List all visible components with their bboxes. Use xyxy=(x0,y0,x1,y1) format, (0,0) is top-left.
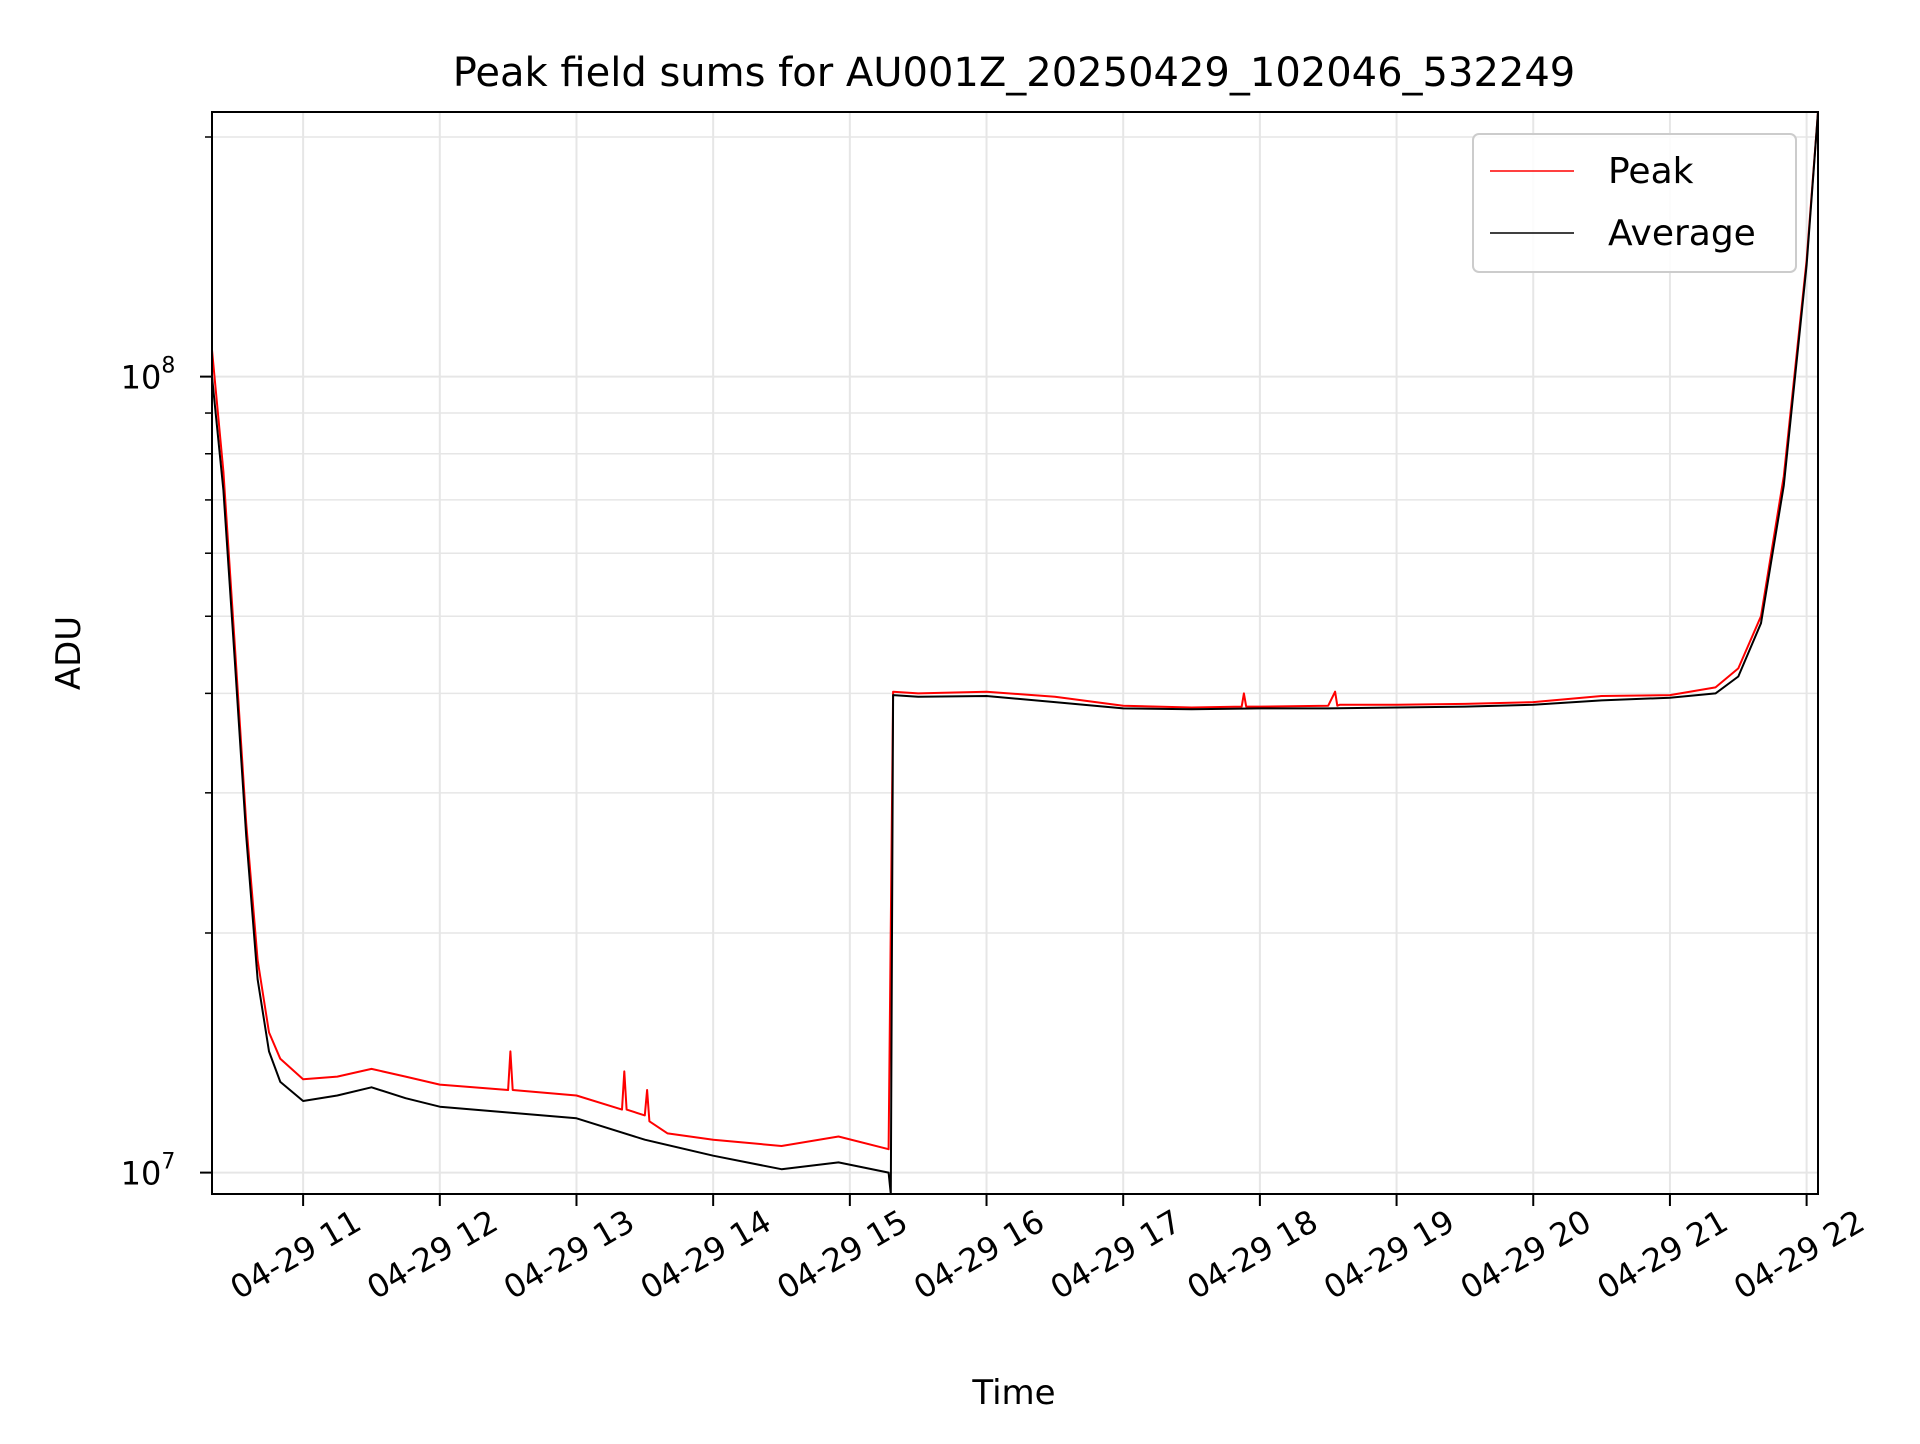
x-axis-label: Time xyxy=(971,1373,1055,1413)
legend-box xyxy=(1472,133,1797,273)
y-tick-label-base: 10 xyxy=(121,359,162,397)
grid xyxy=(212,112,1818,1194)
y-axis-label: ADU xyxy=(49,616,89,690)
legend-peak-label: Peak xyxy=(1608,151,1694,192)
plot-frame xyxy=(211,111,1819,1195)
y-tick-label: 107 xyxy=(121,1150,176,1193)
y-tick-label-base: 10 xyxy=(121,1155,162,1193)
y-tick-label-exponent: 7 xyxy=(161,1150,175,1175)
legend: Peak Average xyxy=(1472,133,1797,273)
legend-average-label: Average xyxy=(1608,213,1756,254)
y-tick-label-exponent: 8 xyxy=(161,354,175,379)
chart-title: Peak field sums for AU001Z_20250429_1020… xyxy=(453,50,1576,96)
y-tick-label: 108 xyxy=(121,354,176,397)
peak-line xyxy=(211,111,1819,1151)
